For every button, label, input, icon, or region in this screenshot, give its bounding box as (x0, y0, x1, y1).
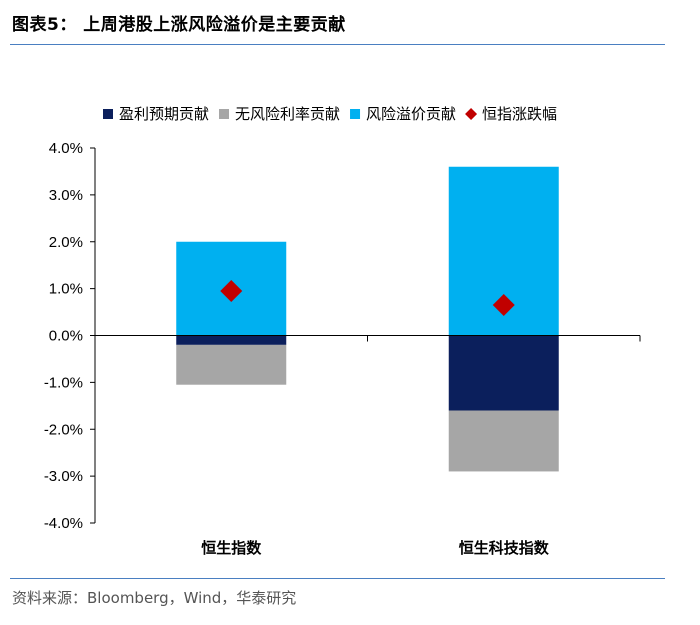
stacked-bar-chart: 盈利预期贡献 无风险利率贡献 风险溢价贡献 恒指涨跌幅 4.0% 3.0% 2.0% 1.0… (44, 105, 641, 557)
y-tick-label: 3.0% (49, 187, 83, 204)
y-tick-label: -3.0% (44, 468, 83, 485)
legend-swatch-earnings (103, 109, 113, 119)
legend-swatch-index (465, 108, 478, 120)
markers-layer (220, 279, 515, 317)
bar-earnings (448, 335, 559, 411)
legend-swatch-riskpremium (350, 109, 361, 119)
bar-earnings (176, 335, 287, 345)
marker-index (220, 279, 243, 302)
source-rule (10, 578, 665, 579)
y-tick-label: 4.0% (49, 140, 83, 157)
y-tick-label: 2.0% (49, 234, 83, 251)
legend-swatch-riskfree (219, 109, 230, 119)
legend-label-riskpremium: 风险溢价贡献 (366, 105, 456, 123)
category-label: 恒生指数 (201, 539, 262, 557)
y-tick-label: 0.0% (49, 328, 83, 345)
bar-riskfree (448, 410, 559, 472)
title-rule (10, 44, 665, 45)
category-label: 恒生科技指数 (459, 539, 550, 557)
y-tick-label: -4.0% (44, 515, 83, 532)
figure-title: 图表5： 上周港股上涨风险溢价是主要贡献 (12, 15, 346, 35)
y-tick-label: -2.0% (44, 421, 83, 438)
legend-label-riskfree: 无风险利率贡献 (235, 105, 340, 123)
y-tick-label: -1.0% (44, 374, 83, 391)
legend-label-earnings: 盈利预期贡献 (119, 105, 209, 123)
bar-riskfree (176, 344, 287, 385)
marker-index (492, 294, 515, 317)
legend: 盈利预期贡献 无风险利率贡献 风险溢价贡献 恒指涨跌幅 (103, 105, 557, 123)
axes-layer: 4.0% 3.0% 2.0% 1.0% 0.0% -1.0% -2.0% -3.0% -4.0%… (44, 140, 641, 557)
bars-layer (176, 166, 559, 472)
y-tick-label: 1.0% (49, 281, 83, 298)
source-note: 资料来源：Bloomberg，Wind，华泰研究 (12, 589, 297, 607)
legend-label-index: 恒指涨跌幅 (482, 105, 557, 123)
